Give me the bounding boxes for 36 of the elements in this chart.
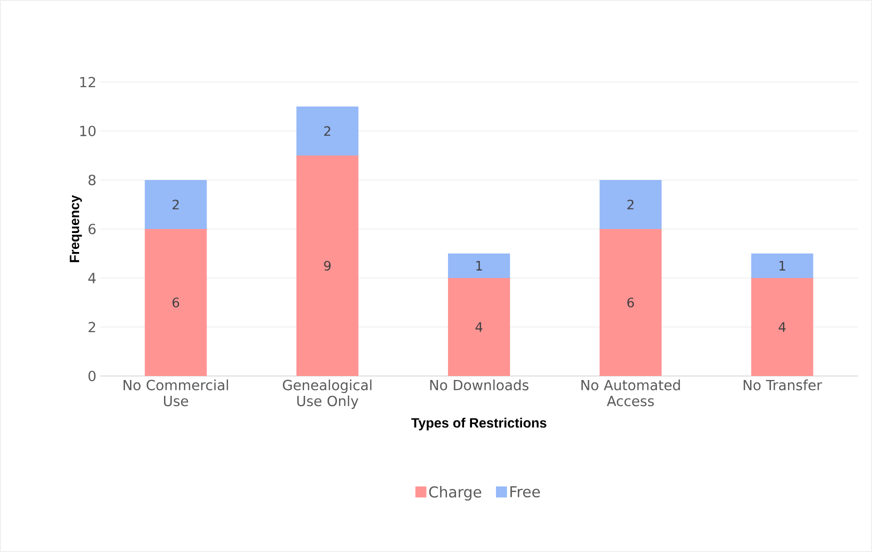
y-tick-label: 4 [88, 272, 96, 284]
x-tick-label: Genealogical Use Only [282, 380, 372, 409]
y-tick-label: 12 [80, 76, 96, 88]
y-tick-label: 10 [80, 126, 96, 136]
data-label: 4 [778, 322, 786, 332]
data-label: 6 [172, 298, 180, 308]
x-tick-label: No Downloads [430, 380, 528, 390]
y-tick-label: 6 [88, 224, 96, 234]
legend-label: Charge [429, 486, 482, 500]
bar [448, 278, 510, 376]
y-tick-label: 2 [88, 322, 96, 332]
bar [751, 253, 814, 278]
bar [751, 278, 814, 376]
legend-label: Free [510, 486, 540, 498]
x-tick-label: No Automated Access [581, 380, 680, 406]
data-label: 6 [627, 298, 634, 308]
bar [600, 228, 662, 376]
data-label: 4 [476, 322, 482, 332]
data-label: 2 [172, 200, 179, 210]
bar [296, 155, 358, 376]
data-label: 2 [324, 126, 330, 136]
y-tick-label: 8 [88, 174, 96, 186]
bar [600, 180, 662, 229]
data-label: 2 [627, 200, 634, 210]
x-tick-label: No Commercial Use [124, 380, 228, 406]
x-tick-label: No Transfer [744, 380, 822, 390]
data-label: 9 [324, 260, 331, 271]
y-axis-title: Frequency [70, 195, 82, 262]
y-tick-label: 0 [88, 370, 96, 382]
x-axis-title: Types of Restrictions [411, 418, 546, 430]
bar [144, 228, 207, 376]
bar [144, 180, 207, 229]
bar [296, 106, 358, 156]
data-label: 1 [476, 261, 482, 270]
bar [448, 253, 510, 278]
data-label: 1 [780, 261, 786, 270]
